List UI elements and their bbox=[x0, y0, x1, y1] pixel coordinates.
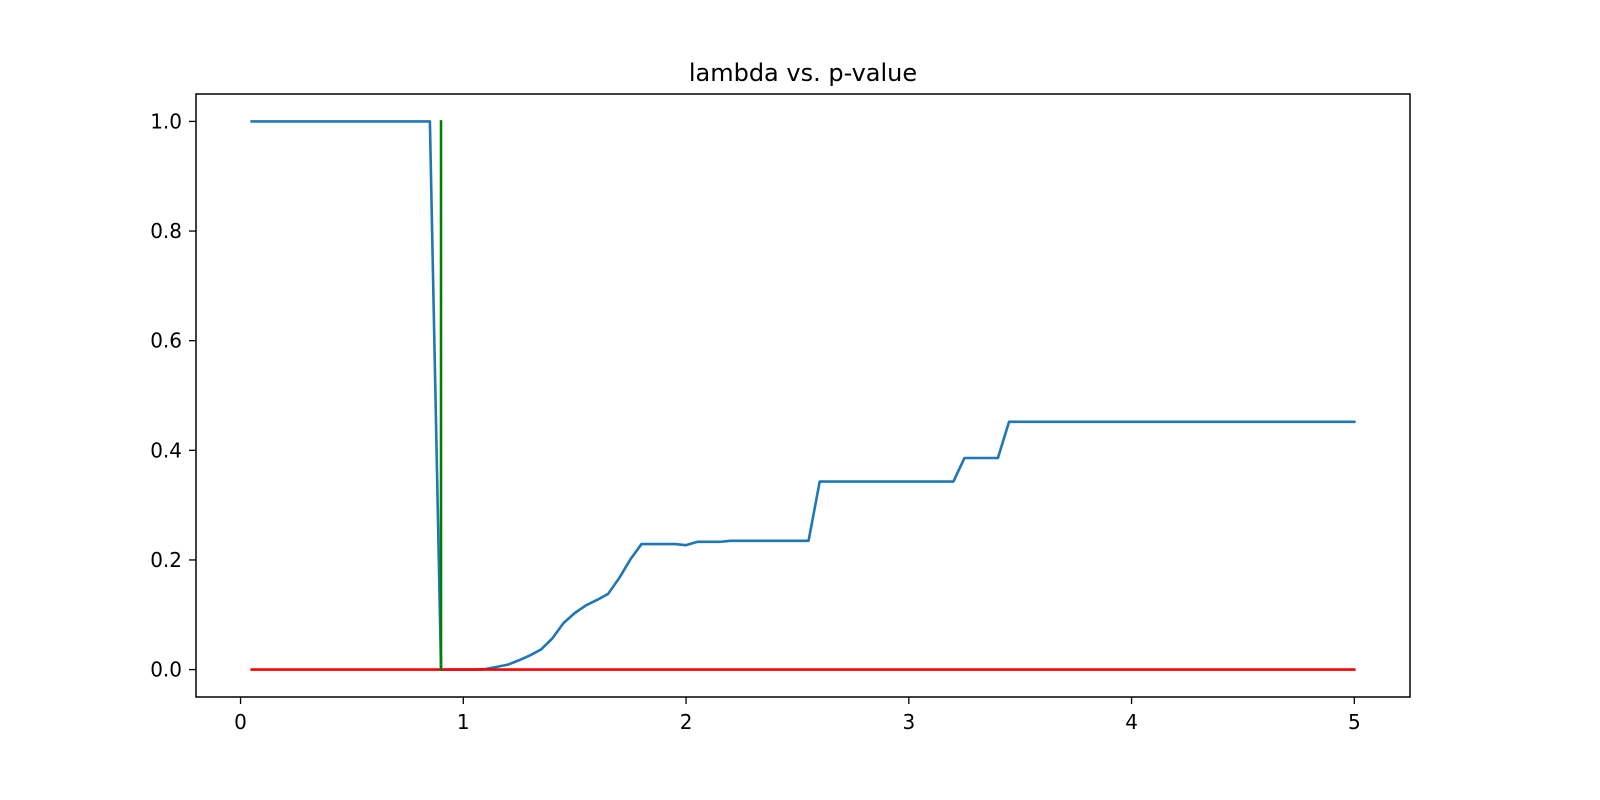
x-tick-label: 3 bbox=[902, 710, 915, 734]
y-tick-label: 1.0 bbox=[150, 109, 182, 133]
x-tick-label: 2 bbox=[680, 710, 693, 734]
x-tick-label: 1 bbox=[457, 710, 470, 734]
series-layer bbox=[250, 120, 1356, 671]
chart-title: lambda vs. p-value bbox=[689, 59, 917, 87]
x-tick-label: 0 bbox=[234, 710, 247, 734]
x-tick-label: 5 bbox=[1348, 710, 1361, 734]
x-tick-label: 4 bbox=[1125, 710, 1138, 734]
y-tick-label: 0.2 bbox=[150, 548, 182, 572]
y-tick-label: 0.6 bbox=[150, 329, 182, 353]
plot-frame bbox=[195, 93, 1411, 698]
y-tick-label: 0.8 bbox=[150, 219, 182, 243]
y-axis: 0.0 0.2 0.4 0.6 0.8 1.0 bbox=[150, 109, 196, 682]
x-axis: 0 1 2 3 4 5 bbox=[234, 697, 1361, 734]
series-line-1 bbox=[250, 120, 1356, 671]
y-tick-label: 0.4 bbox=[150, 438, 182, 462]
y-tick-label: 0.0 bbox=[150, 658, 182, 682]
